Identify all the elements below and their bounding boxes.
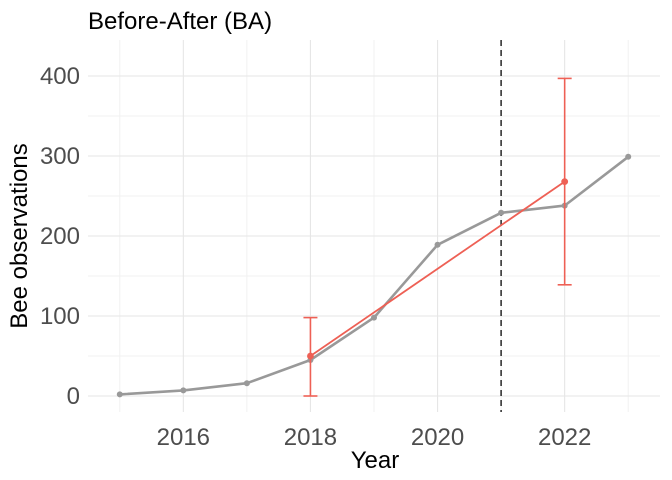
y-tick-label: 300 [40,143,80,170]
data-point [434,241,441,248]
data-point [371,314,377,321]
series-layer [116,77,632,398]
y-axis-title: Bee observations [6,143,33,328]
y-tick-label: 0 [67,383,80,410]
minor-gridlines [88,40,660,412]
data-point [561,178,569,186]
data-point [625,153,632,160]
y-tick-label: 100 [40,303,80,330]
x-tick-label: 2018 [284,424,337,451]
data-point [243,380,250,387]
chart-title: Before-After (BA) [88,8,272,35]
y-tick-label: 200 [40,223,80,250]
data-point [307,352,314,360]
x-tick-label: 2022 [538,424,591,451]
x-tick-label: 2016 [157,424,210,451]
data-point [498,209,505,216]
data-point [116,391,123,398]
y-tick-labels: 0 100 200 300 400 [40,63,80,410]
series-line [309,180,566,357]
x-tick-label: 2020 [411,424,464,451]
y-tick-label: 400 [40,63,80,90]
x-tick-labels: 2016 2018 2020 2022 [157,424,592,451]
x-axis-title: Year [351,447,400,474]
data-point [180,387,187,394]
